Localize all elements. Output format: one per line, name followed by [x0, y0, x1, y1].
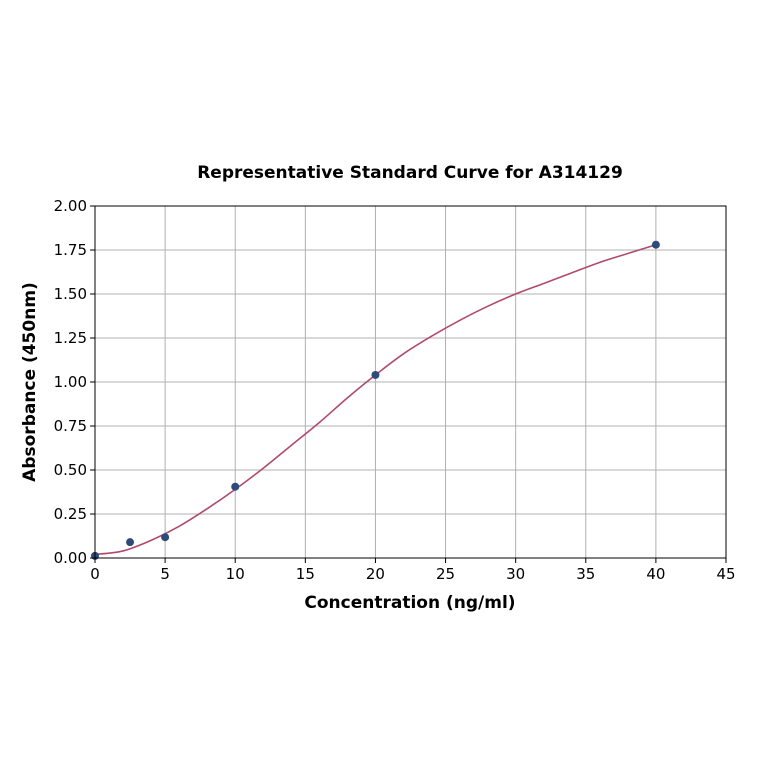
data-point: [161, 533, 170, 542]
x-tick-label: 15: [296, 565, 315, 583]
axis-ticks: 0 5 10 15 20 25 30 35 40 45 0.00 0.25 0.50 0.75 1.00 1.…: [54, 197, 736, 583]
y-tick-label: 2.00: [54, 197, 87, 215]
data-point: [651, 240, 660, 249]
y-tick-label: 1.00: [54, 373, 87, 391]
data-point: [126, 538, 135, 547]
y-tick-label: 0.25: [54, 505, 87, 523]
y-axis-label: Absorbance (450nm): [20, 282, 40, 482]
y-tick-label: 0.50: [54, 461, 87, 479]
y-tick-label: 1.25: [54, 329, 87, 347]
x-tick-label: 25: [436, 565, 455, 583]
y-tick-label: 1.50: [54, 285, 87, 303]
x-tick-label: 0: [90, 565, 100, 583]
chart-title: Representative Standard Curve for A31412…: [197, 163, 623, 183]
data-point: [231, 482, 240, 491]
x-tick-label: 5: [160, 565, 170, 583]
x-tick-label: 20: [366, 565, 385, 583]
y-tick-label: 0.00: [54, 549, 87, 567]
x-tick-label: 30: [506, 565, 525, 583]
x-tick-label: 10: [226, 565, 245, 583]
y-tick-label: 1.75: [54, 241, 87, 259]
x-tick-label: 40: [646, 565, 665, 583]
x-tick-label: 45: [716, 565, 735, 583]
x-tick-label: 35: [576, 565, 595, 583]
y-tick-label: 0.75: [54, 417, 87, 435]
x-axis-label: Concentration (ng/ml): [304, 593, 515, 613]
data-point: [371, 370, 380, 379]
grid-lines: [94, 205, 727, 559]
